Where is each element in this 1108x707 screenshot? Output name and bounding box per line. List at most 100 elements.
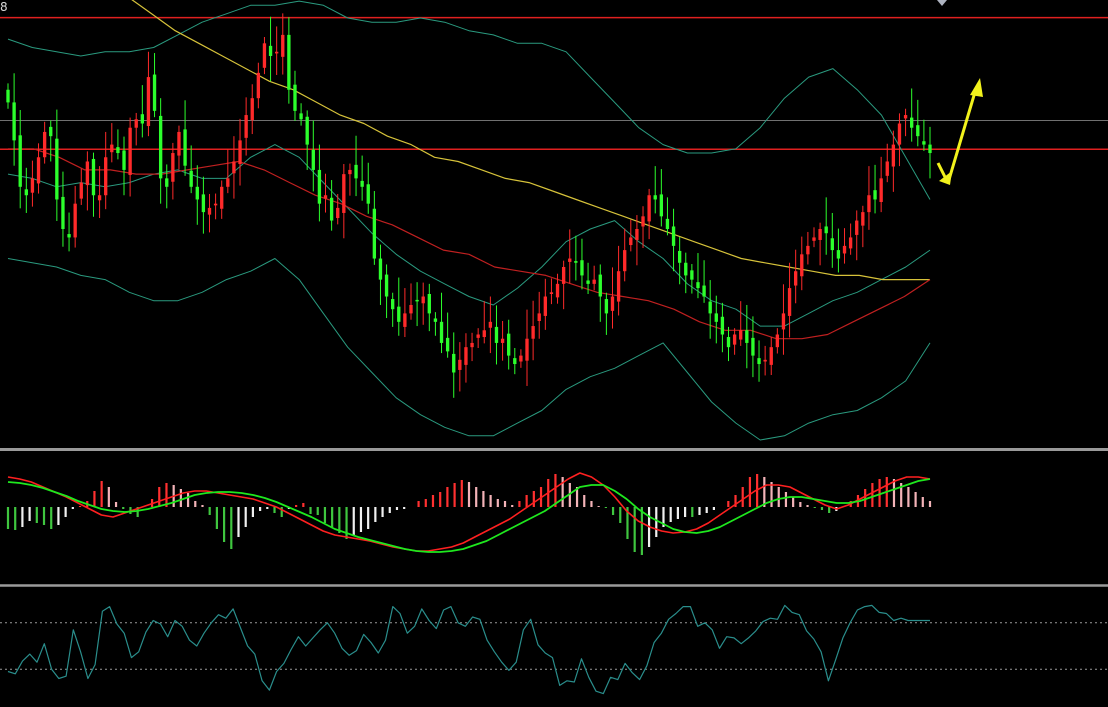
candle-body bbox=[897, 123, 902, 145]
candle-body bbox=[806, 245, 810, 255]
candle-body bbox=[213, 203, 218, 206]
candle-body bbox=[470, 342, 474, 348]
candle-body bbox=[653, 195, 657, 200]
candle-body bbox=[12, 102, 16, 141]
candle-body bbox=[415, 299, 419, 302]
candle-body bbox=[684, 262, 688, 276]
candle-body bbox=[189, 170, 193, 187]
candle-body bbox=[879, 178, 883, 202]
candle-body bbox=[6, 89, 10, 103]
candle-body bbox=[543, 296, 547, 316]
arrow-up-icon bbox=[946, 91, 977, 184]
candle-body bbox=[855, 220, 859, 235]
candle-body bbox=[592, 279, 596, 284]
candle-body bbox=[635, 229, 639, 240]
candle-body bbox=[317, 169, 322, 204]
candle-body bbox=[848, 237, 853, 249]
price-panel[interactable] bbox=[0, 0, 1108, 441]
candle-body bbox=[311, 149, 315, 170]
candle-body bbox=[201, 194, 206, 213]
candle-body bbox=[452, 353, 456, 373]
candle-body bbox=[867, 195, 871, 213]
candle-body bbox=[836, 250, 841, 259]
candle-body bbox=[73, 203, 77, 238]
candle-body bbox=[513, 358, 517, 365]
candle-body bbox=[488, 321, 493, 328]
candle-body bbox=[794, 271, 798, 286]
corner-label: 8 bbox=[0, 0, 8, 14]
candle-body bbox=[500, 338, 505, 343]
candle-body bbox=[146, 77, 151, 127]
candle-body bbox=[207, 207, 212, 215]
candle-body bbox=[238, 140, 242, 165]
bollinger-upper-line bbox=[7, 0, 931, 200]
candle-body bbox=[433, 318, 438, 322]
candle-body bbox=[842, 245, 847, 254]
candle-body bbox=[775, 334, 780, 348]
candle-body bbox=[171, 153, 175, 182]
candle-body bbox=[922, 141, 926, 145]
candle-body bbox=[531, 326, 535, 339]
candle-body bbox=[250, 98, 254, 121]
candle-body bbox=[781, 313, 786, 330]
candle-body bbox=[677, 250, 682, 263]
candle-body bbox=[427, 293, 431, 314]
candle-body bbox=[610, 296, 615, 311]
candle-body bbox=[696, 282, 700, 289]
candle-body bbox=[220, 186, 224, 209]
candle-body bbox=[55, 138, 59, 200]
candle-body bbox=[274, 51, 279, 54]
candle-body bbox=[891, 144, 896, 167]
candle-body bbox=[824, 226, 828, 234]
candle-body bbox=[464, 347, 468, 365]
candle-body bbox=[787, 288, 792, 316]
candle-body bbox=[830, 238, 834, 251]
candle-body bbox=[665, 218, 670, 229]
candle-body bbox=[757, 358, 761, 365]
candle-body bbox=[293, 84, 297, 111]
candle-body bbox=[116, 147, 120, 154]
rsi-line bbox=[7, 604, 930, 695]
candle-body bbox=[342, 174, 346, 213]
candle-body bbox=[85, 161, 90, 186]
candle-body bbox=[24, 189, 28, 196]
candle-body bbox=[110, 144, 114, 153]
candle-body bbox=[30, 178, 35, 193]
candle-body bbox=[629, 237, 633, 246]
candle-body bbox=[769, 347, 773, 365]
candle-body bbox=[348, 169, 352, 175]
candle-body bbox=[42, 131, 47, 158]
candle-body bbox=[195, 186, 199, 200]
candle-body bbox=[574, 261, 578, 263]
candle-body bbox=[476, 334, 480, 338]
rsi-panel[interactable] bbox=[0, 604, 1108, 695]
arrow-up-head-icon bbox=[970, 78, 983, 97]
candle-body bbox=[561, 266, 566, 284]
macd-dea-line bbox=[7, 478, 931, 553]
candle-body bbox=[732, 334, 737, 345]
candle-body bbox=[299, 113, 303, 120]
candle-body bbox=[177, 131, 181, 156]
candle-body bbox=[134, 119, 138, 128]
candle-body bbox=[36, 157, 41, 184]
candle-body bbox=[18, 135, 22, 187]
candle-body bbox=[128, 127, 132, 175]
candle-body bbox=[568, 258, 572, 262]
macd-panel[interactable] bbox=[6, 472, 932, 555]
chevron-down-icon[interactable] bbox=[937, 0, 947, 6]
candle-body bbox=[537, 313, 541, 321]
candle-body bbox=[91, 158, 96, 196]
candle-body bbox=[916, 125, 920, 137]
candle-body bbox=[49, 126, 53, 137]
candle-body bbox=[140, 114, 144, 124]
candle-body bbox=[751, 337, 755, 356]
candle-body bbox=[702, 285, 706, 297]
candle-body bbox=[183, 129, 187, 166]
candle-body bbox=[714, 313, 718, 322]
candle-body bbox=[268, 45, 273, 56]
candle-body bbox=[671, 226, 676, 246]
candle-body bbox=[439, 321, 444, 343]
candle-body bbox=[244, 115, 248, 138]
